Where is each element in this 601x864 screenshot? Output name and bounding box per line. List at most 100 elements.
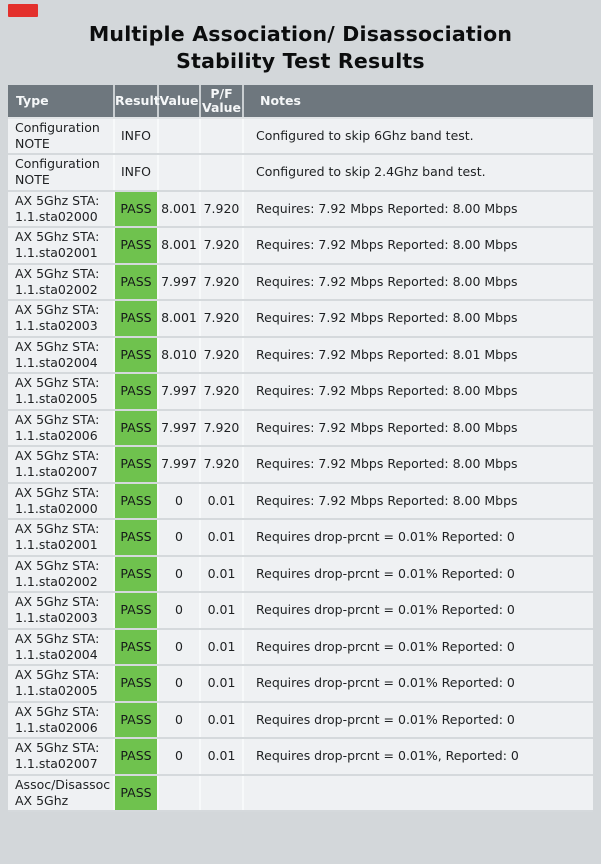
column-header-notes: Notes (243, 85, 593, 119)
page-title-line-1: Multiple Association/ Disassociation (88, 22, 513, 46)
result-cell: PASS (114, 336, 159, 374)
type-cell: AX 5Ghz STA: 1.1.sta02004 (8, 628, 115, 666)
table-row: AX 5Ghz STA: 1.1.sta02004 PASS 0 0.01 Re… (8, 628, 593, 666)
notes-cell: Requires: 7.92 Mbps Reported: 8.01 Mbps (243, 336, 593, 374)
table-row: AX 5Ghz STA: 1.1.sta02006 PASS 7.997 7.9… (8, 409, 593, 447)
table-row: Assoc/Disassoc AX 5Ghz PASS (8, 774, 593, 812)
value-cell: 0 (158, 592, 201, 630)
value-cell: 8.001 (158, 300, 201, 338)
red-marker (8, 4, 38, 17)
result-cell: PASS (114, 665, 159, 703)
pf-value-cell: 7.920 (200, 263, 244, 301)
pf-value-cell: 7.920 (200, 190, 244, 228)
value-cell: 0 (158, 665, 201, 703)
type-cell: AX 5Ghz STA: 1.1.sta02000 (8, 190, 115, 228)
type-cell: AX 5Ghz STA: 1.1.sta02007 (8, 738, 115, 776)
notes-cell: Requires drop-prcnt = 0.01% Reported: 0 (243, 555, 593, 593)
notes-cell: Requires: 7.92 Mbps Reported: 8.00 Mbps (243, 373, 593, 411)
table-row: AX 5Ghz STA: 1.1.sta02003 PASS 8.001 7.9… (8, 300, 593, 338)
pf-value-cell: 0.01 (200, 665, 244, 703)
value-cell (158, 154, 201, 192)
value-cell: 0 (158, 519, 201, 557)
result-cell: PASS (114, 373, 159, 411)
table-row: AX 5Ghz STA: 1.1.sta02000 PASS 0 0.01 Re… (8, 482, 593, 520)
type-cell: AX 5Ghz STA: 1.1.sta02001 (8, 519, 115, 557)
type-cell: AX 5Ghz STA: 1.1.sta02003 (8, 300, 115, 338)
page-title: Multiple Association/ Disassociation Sta… (0, 0, 601, 75)
notes-cell: Requires drop-prcnt = 0.01% Reported: 0 (243, 519, 593, 557)
type-cell: AX 5Ghz STA: 1.1.sta02002 (8, 555, 115, 593)
type-cell: AX 5Ghz STA: 1.1.sta02005 (8, 373, 115, 411)
column-header-type: Type (8, 85, 115, 119)
table-row: AX 5Ghz STA: 1.1.sta02001 PASS 0 0.01 Re… (8, 519, 593, 557)
notes-cell: Requires: 7.92 Mbps Reported: 8.00 Mbps (243, 300, 593, 338)
result-cell: PASS (114, 628, 159, 666)
result-cell: PASS (114, 519, 159, 557)
result-cell: INFO (114, 154, 159, 192)
result-cell: PASS (114, 592, 159, 630)
value-cell: 0 (158, 482, 201, 520)
table-body: Configuration NOTE INFO Configured to sk… (8, 117, 593, 812)
type-cell: AX 5Ghz STA: 1.1.sta02006 (8, 409, 115, 447)
result-cell: PASS (114, 555, 159, 593)
pf-value-cell: 0.01 (200, 482, 244, 520)
value-cell: 7.997 (158, 373, 201, 411)
pf-value-cell: 0.01 (200, 519, 244, 557)
type-cell: Configuration NOTE (8, 154, 115, 192)
table-row: AX 5Ghz STA: 1.1.sta02000 PASS 8.001 7.9… (8, 190, 593, 228)
pf-value-cell: 0.01 (200, 592, 244, 630)
table-header: Type Result Value P/F Value Notes (8, 85, 593, 119)
table-row: AX 5Ghz STA: 1.1.sta02007 PASS 7.997 7.9… (8, 446, 593, 484)
pf-value-cell: 7.920 (200, 446, 244, 484)
notes-cell: Requires: 7.92 Mbps Reported: 8.00 Mbps (243, 227, 593, 265)
type-cell: AX 5Ghz STA: 1.1.sta02001 (8, 227, 115, 265)
result-cell: PASS (114, 300, 159, 338)
pf-value-cell (200, 154, 244, 192)
result-cell: PASS (114, 190, 159, 228)
pf-value-cell: 0.01 (200, 701, 244, 739)
type-cell: Assoc/Disassoc AX 5Ghz (8, 774, 115, 812)
pf-value-cell: 0.01 (200, 555, 244, 593)
result-cell: PASS (114, 738, 159, 776)
page-title-line-2: Stability Test Results (176, 49, 425, 73)
value-cell: 0 (158, 555, 201, 593)
value-cell: 7.997 (158, 409, 201, 447)
notes-cell (243, 774, 593, 812)
result-cell: INFO (114, 117, 159, 155)
result-cell: PASS (114, 409, 159, 447)
table-row: AX 5Ghz STA: 1.1.sta02002 PASS 0 0.01 Re… (8, 555, 593, 593)
result-cell: PASS (114, 446, 159, 484)
value-cell: 8.001 (158, 227, 201, 265)
type-cell: AX 5Ghz STA: 1.1.sta02003 (8, 592, 115, 630)
table-row: AX 5Ghz STA: 1.1.sta02007 PASS 0 0.01 Re… (8, 738, 593, 776)
results-table: Type Result Value P/F Value Notes Config… (8, 85, 593, 812)
pf-value-cell: 7.920 (200, 409, 244, 447)
value-cell: 8.001 (158, 190, 201, 228)
value-cell: 0 (158, 628, 201, 666)
column-header-value: Value (158, 85, 201, 119)
value-cell: 0 (158, 701, 201, 739)
pf-value-cell: 0.01 (200, 738, 244, 776)
result-cell: PASS (114, 482, 159, 520)
pf-value-cell (200, 117, 244, 155)
value-cell: 0 (158, 738, 201, 776)
type-cell: AX 5Ghz STA: 1.1.sta02004 (8, 336, 115, 374)
result-cell: PASS (114, 227, 159, 265)
notes-cell: Requires drop-prcnt = 0.01% Reported: 0 (243, 628, 593, 666)
table-row: AX 5Ghz STA: 1.1.sta02005 PASS 0 0.01 Re… (8, 665, 593, 703)
result-cell: PASS (114, 774, 159, 812)
notes-cell: Requires: 7.92 Mbps Reported: 8.00 Mbps (243, 190, 593, 228)
notes-cell: Requires drop-prcnt = 0.01% Reported: 0 (243, 665, 593, 703)
table-row: AX 5Ghz STA: 1.1.sta02003 PASS 0 0.01 Re… (8, 592, 593, 630)
column-header-pf-value: P/F Value (200, 85, 244, 119)
pf-value-cell (200, 774, 244, 812)
notes-cell: Requires drop-prcnt = 0.01%, Reported: 0 (243, 738, 593, 776)
notes-cell: Configured to skip 2.4Ghz band test. (243, 154, 593, 192)
type-cell: AX 5Ghz STA: 1.1.sta02002 (8, 263, 115, 301)
column-header-result: Result (114, 85, 160, 119)
type-cell: AX 5Ghz STA: 1.1.sta02007 (8, 446, 115, 484)
result-cell: PASS (114, 263, 159, 301)
table-row: AX 5Ghz STA: 1.1.sta02006 PASS 0 0.01 Re… (8, 701, 593, 739)
header-row: Type Result Value P/F Value Notes (8, 85, 593, 119)
pf-value-cell: 7.920 (200, 373, 244, 411)
